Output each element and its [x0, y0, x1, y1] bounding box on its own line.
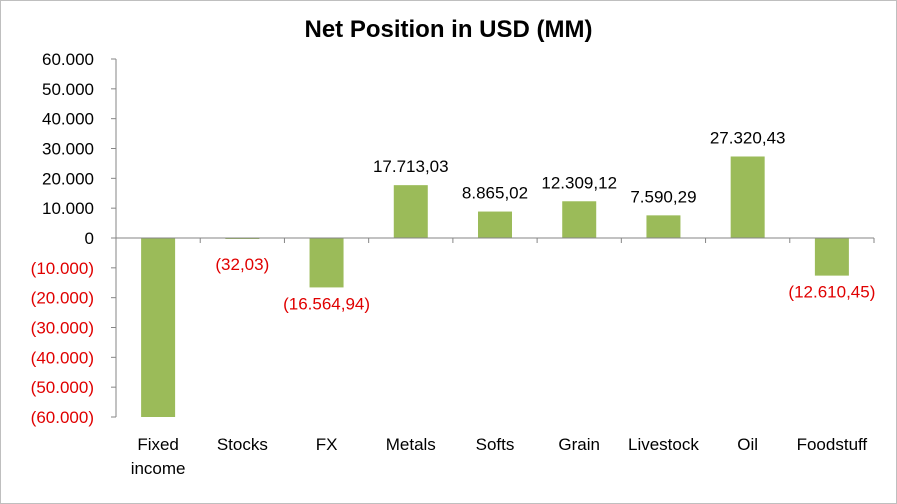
- data-label: 17.713,03: [373, 157, 449, 176]
- x-tick-label: FX: [316, 435, 338, 454]
- y-tick-label: 50.000: [42, 80, 94, 99]
- x-tick-label: Oil: [737, 435, 758, 454]
- x-axis-category-labels: Fixed income Stocks FX Metals Softs Grain Lives…: [131, 435, 868, 478]
- data-labels: (32,03) (16.564,94) 17.713,03 8.865,02 12.30…: [215, 128, 875, 313]
- y-tick-label: 60.000: [42, 50, 94, 69]
- data-label: (16.564,94): [283, 294, 370, 313]
- y-tick-label: 0: [85, 229, 94, 248]
- data-label: 27.320,43: [710, 128, 786, 147]
- data-label: 12.309,12: [541, 173, 617, 192]
- x-tick-label: Softs: [476, 435, 515, 454]
- chart-title: Net Position in USD (MM): [304, 16, 593, 43]
- data-label: 7.590,29: [630, 187, 696, 206]
- y-tick-label: 20.000: [42, 169, 94, 188]
- x-tick-label: Livestock: [628, 435, 699, 454]
- y-axis-tick-labels: 60.000 50.000 40.000 30.000 20.000 10.000 0 (10…: [31, 50, 94, 427]
- x-tick-label: Grain: [558, 435, 600, 454]
- x-tick-label: Fixed income: [131, 435, 186, 478]
- y-tick-label: (30.000): [31, 319, 94, 338]
- y-tick-label: 30.000: [42, 140, 94, 159]
- bar-foodstuff: [814, 238, 849, 276]
- data-label: (32,03): [215, 255, 269, 274]
- y-tick-label: (50.000): [31, 378, 94, 397]
- y-tick-label: 10.000: [42, 199, 94, 218]
- x-tick-label: Metals: [386, 435, 436, 454]
- bar-fx: [309, 238, 344, 288]
- x-tick-label: Stocks: [217, 435, 268, 454]
- x-tick-label: Foodstuff: [797, 435, 868, 454]
- y-tick-label: (20.000): [31, 289, 94, 308]
- data-label: (12.610,45): [788, 283, 875, 302]
- y-tick-label: (40.000): [31, 348, 94, 367]
- axes: [111, 58, 875, 418]
- bar-grain: [562, 201, 597, 238]
- bar-metals: [393, 185, 428, 238]
- y-tick-label: (10.000): [31, 259, 94, 278]
- y-tick-label: (60.000): [31, 408, 94, 427]
- bar-livestock: [646, 215, 681, 238]
- bars: [141, 156, 849, 417]
- bar-softs: [478, 211, 512, 238]
- y-tick-label: 40.000: [42, 110, 94, 129]
- data-label: 8.865,02: [462, 184, 528, 203]
- bar-fixed-income: [141, 238, 176, 417]
- bar-oil: [730, 156, 765, 238]
